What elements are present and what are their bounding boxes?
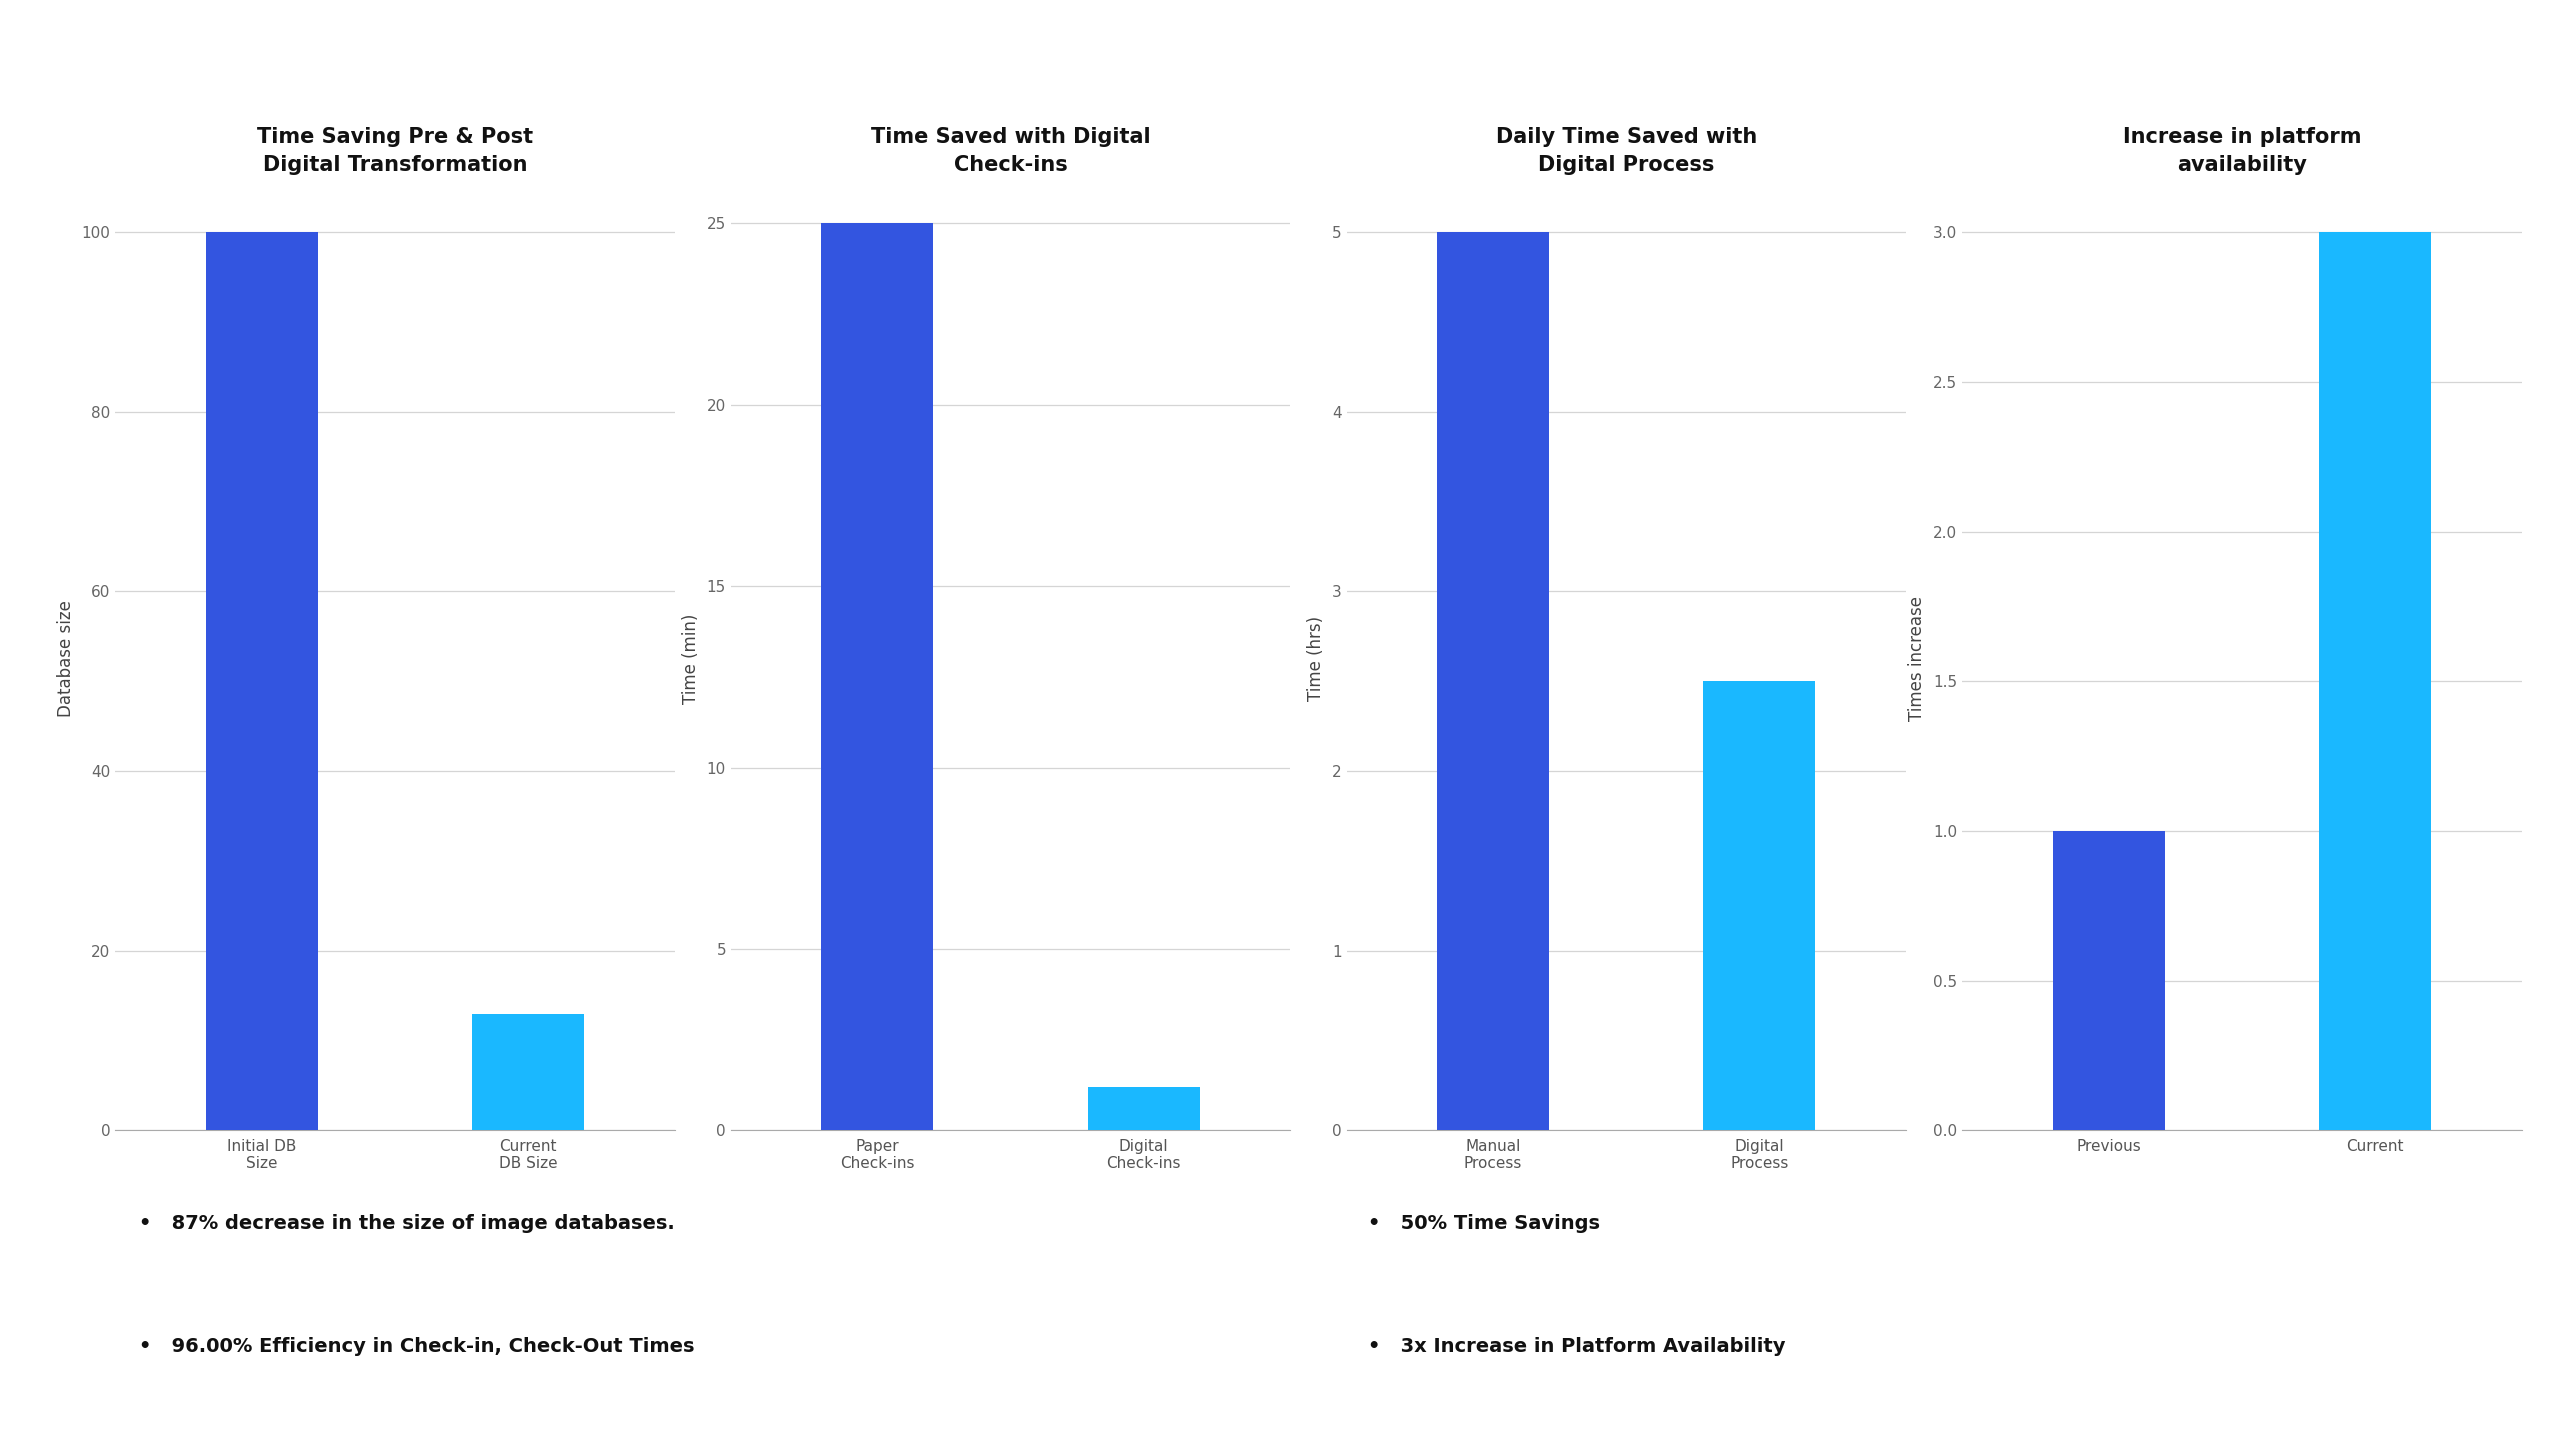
Y-axis label: Time (min): Time (min) bbox=[681, 613, 699, 704]
Bar bbox=[2053, 831, 2166, 1130]
Title: Time Saving Pre & Post
Digital Transformation: Time Saving Pre & Post Digital Transform… bbox=[256, 127, 532, 174]
Bar bbox=[822, 223, 934, 1130]
Bar bbox=[2319, 232, 2432, 1130]
Y-axis label: Time (hrs): Time (hrs) bbox=[1308, 616, 1326, 701]
Text: •   3x Increase in Platform Availability: • 3x Increase in Platform Availability bbox=[1367, 1338, 1784, 1356]
Bar bbox=[471, 1014, 584, 1130]
Bar bbox=[1088, 1087, 1201, 1130]
Bar bbox=[1436, 232, 1549, 1130]
Text: Key Metrics Comparison: Old Model vs New Model: Key Metrics Comparison: Old Model vs New… bbox=[64, 49, 1321, 92]
Title: Increase in platform
availability: Increase in platform availability bbox=[2122, 127, 2360, 174]
Title: Daily Time Saved with
Digital Process: Daily Time Saved with Digital Process bbox=[1495, 127, 1756, 174]
Text: •   96.00% Efficiency in Check-in, Check-Out Times: • 96.00% Efficiency in Check-in, Check-O… bbox=[138, 1338, 694, 1356]
Y-axis label: Database size: Database size bbox=[56, 600, 74, 717]
Bar bbox=[1702, 681, 1815, 1130]
Bar bbox=[205, 232, 317, 1130]
Text: •   87% decrease in the size of image databases.: • 87% decrease in the size of image data… bbox=[138, 1214, 673, 1233]
Text: •   50% Time Savings: • 50% Time Savings bbox=[1367, 1214, 1600, 1233]
Title: Time Saved with Digital
Check-ins: Time Saved with Digital Check-ins bbox=[870, 127, 1149, 174]
Y-axis label: Times increase: Times increase bbox=[1907, 596, 1925, 721]
